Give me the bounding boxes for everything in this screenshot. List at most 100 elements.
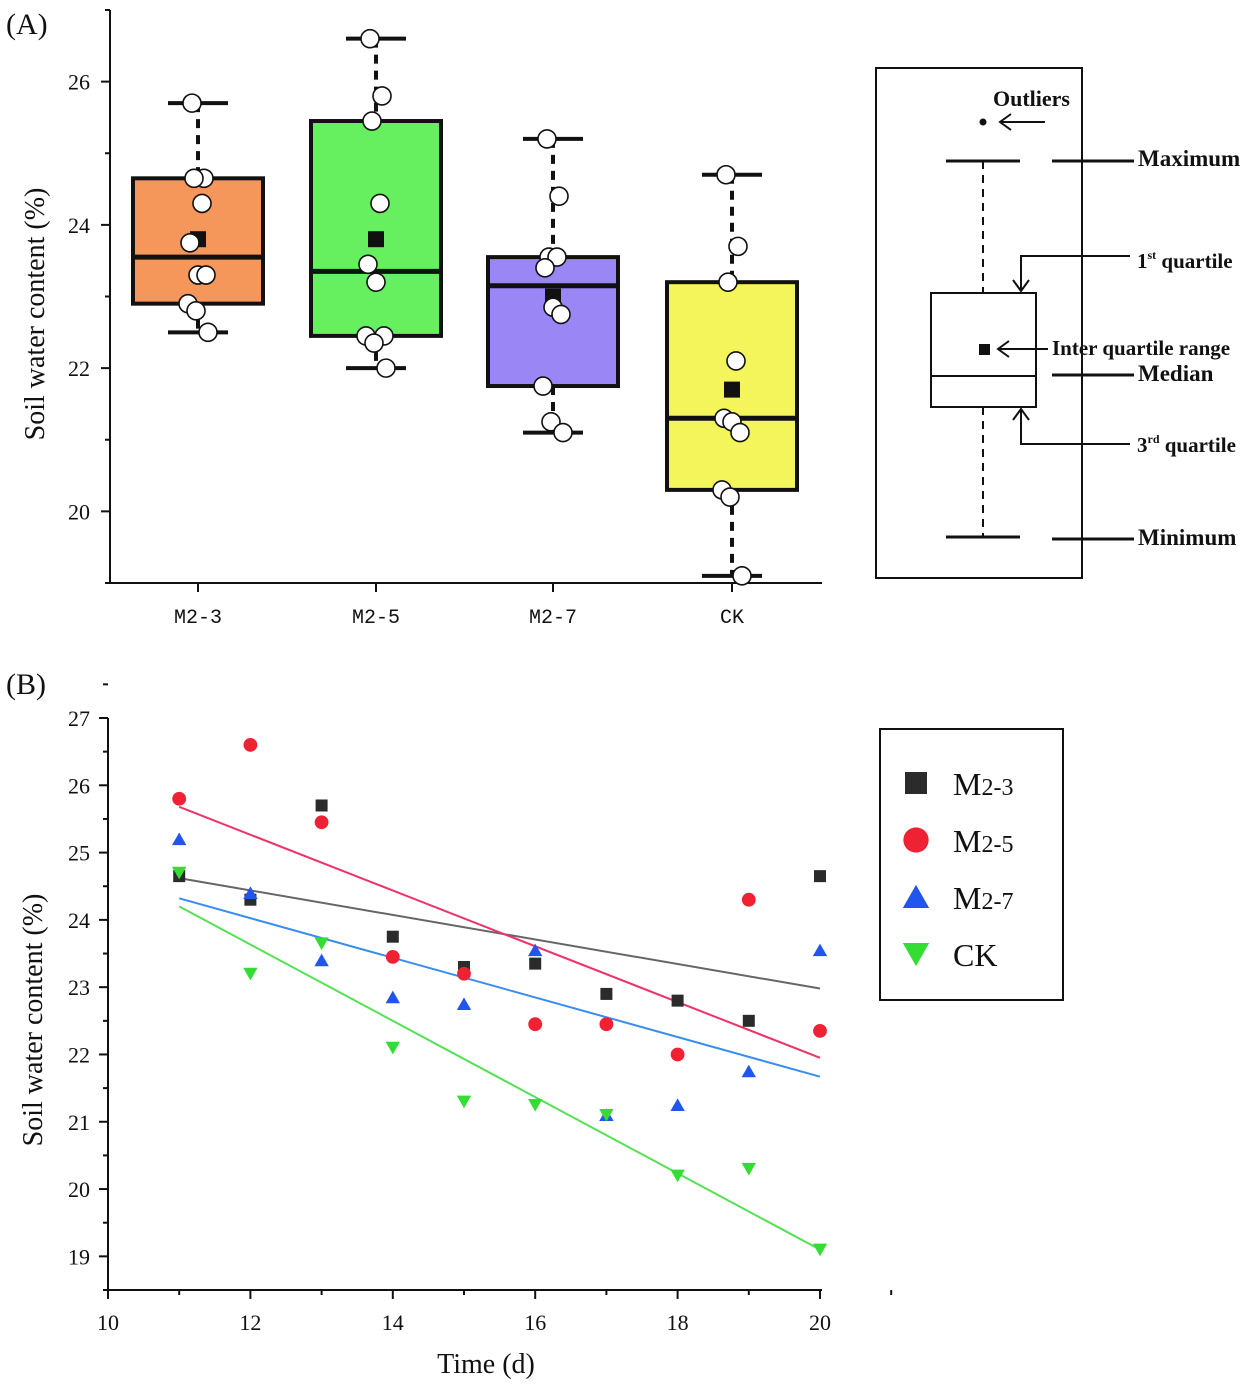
point-M2-5 xyxy=(813,1024,827,1038)
b-y-tick-label: 20 xyxy=(68,1177,90,1202)
key-q1-arrowhead xyxy=(1012,279,1030,293)
mean-marker xyxy=(724,381,740,398)
data-point xyxy=(728,236,748,257)
point-M2-7 xyxy=(314,953,329,967)
data-point xyxy=(372,86,392,106)
a-x-tick-label: CK xyxy=(720,607,744,630)
key-minimum-label: Minimum xyxy=(1138,525,1236,550)
legend-marker-M2-7 xyxy=(902,884,930,908)
data-point xyxy=(186,301,206,321)
b-x-tick-label: 18 xyxy=(667,1310,689,1335)
b-x-tick-label: 10 xyxy=(97,1310,119,1335)
data-point xyxy=(376,358,396,378)
a-x-tick-label: M2-7 xyxy=(529,607,577,630)
point-M2-5 xyxy=(172,791,187,806)
b-y-tick-label: 27 xyxy=(68,706,90,731)
b-y-tick-label: 25 xyxy=(68,841,90,866)
data-point xyxy=(730,422,750,443)
a-boxes xyxy=(131,28,799,586)
data-point xyxy=(196,265,216,285)
data-point xyxy=(362,111,382,131)
a-y-tick-label: 24 xyxy=(68,213,90,238)
b-x-tick-label: 12 xyxy=(239,1310,261,1335)
point-CK xyxy=(812,1243,828,1257)
b-y-tick-label: 19 xyxy=(68,1244,90,1269)
mean-marker xyxy=(368,231,384,248)
key-maximum-label: Maximum xyxy=(1138,146,1240,171)
point-CK xyxy=(670,1169,685,1183)
point-M2-7 xyxy=(812,943,828,957)
iqr-box xyxy=(486,255,620,389)
iqr-box xyxy=(309,119,443,338)
point-M2-5 xyxy=(243,738,258,752)
b-y-tick-label: 26 xyxy=(68,773,90,798)
key-q3-label: 3rd quartile xyxy=(1137,432,1236,457)
point-M2-3 xyxy=(671,994,684,1007)
point-CK xyxy=(741,1162,756,1176)
legend-marker-CK xyxy=(902,943,930,967)
legend-item-M2-7: M2-7 xyxy=(902,880,1013,916)
point-CK xyxy=(385,1041,400,1055)
data-point xyxy=(370,193,390,214)
point-M2-3 xyxy=(742,1014,755,1027)
data-point xyxy=(720,487,740,507)
point-CK xyxy=(243,967,258,981)
point-M2-5 xyxy=(314,815,329,830)
box-CK xyxy=(665,164,799,586)
b-y-tick-label: 22 xyxy=(68,1042,90,1067)
legend-item-M2-5: M2-5 xyxy=(903,823,1013,859)
point-CK xyxy=(599,1109,614,1122)
a-y-axis-label: Soil water content (%) xyxy=(20,188,51,441)
data-point xyxy=(192,193,212,214)
fit-line-M2-5 xyxy=(178,805,821,1059)
point-M2-7 xyxy=(528,943,543,957)
box-M2-7 xyxy=(486,129,620,443)
panel-b-label: (B) xyxy=(6,668,46,701)
b-x-tick-label: 14 xyxy=(382,1310,404,1335)
key-iqr-label: Inter quartile range xyxy=(1052,336,1230,360)
data-point xyxy=(180,232,200,253)
point-M2-5 xyxy=(741,892,756,907)
fit-line-CK xyxy=(178,905,821,1251)
key-iqr-arrowhead xyxy=(996,340,1010,358)
data-point xyxy=(549,186,569,207)
data-point xyxy=(535,258,555,278)
point-CK xyxy=(528,1098,543,1112)
point-M2-3 xyxy=(386,930,399,943)
point-M2-7 xyxy=(243,886,258,899)
a-y-tick-label: 22 xyxy=(68,356,90,381)
b-y-tick-label: 21 xyxy=(68,1110,90,1135)
key-mean-marker xyxy=(979,344,990,355)
b-ticks: 19 20 21 22 23 24 25 26 27 10 12 14 16 18 20 xyxy=(68,683,893,1335)
a-y-tick-label: 20 xyxy=(68,499,90,524)
fit-line-M2-7 xyxy=(178,897,821,1078)
point-M2-7 xyxy=(456,997,472,1010)
key-outlier-point xyxy=(979,118,987,126)
boxplot-key: Outliers Maximum 1st quartile Inter quar… xyxy=(875,67,1240,579)
data-point xyxy=(184,168,204,189)
b-x-tick-label: 16 xyxy=(524,1310,546,1335)
legend-label-M2-3: M2-3 xyxy=(953,766,1013,802)
point-CK xyxy=(314,937,329,951)
b-x-axis-label: Time (d) xyxy=(437,1349,535,1380)
legend-marker-M2-5 xyxy=(903,827,929,853)
scatter-panel: Soil water content (%) Time (d) 19 20 21 22… xyxy=(18,683,893,1380)
data-point xyxy=(718,272,738,292)
a-ticks: 20 22 24 26 M2-3 M2-5 M2-7 CK xyxy=(68,9,744,630)
point-M2-7 xyxy=(670,1098,685,1111)
legend-label-M2-5: M2-5 xyxy=(953,823,1013,859)
data-point xyxy=(716,164,736,185)
data-point xyxy=(537,129,557,149)
point-M2-5 xyxy=(457,966,471,981)
point-M2-7 xyxy=(741,1064,756,1078)
legend-label-CK: CK xyxy=(953,937,997,973)
data-point xyxy=(182,93,202,113)
legend-item-CK: CK xyxy=(902,937,997,973)
point-M2-3 xyxy=(600,987,613,1000)
a-x-tick-label: M2-5 xyxy=(352,607,400,630)
scatter-legend: M2-3 M2-5 M2-7 CK xyxy=(879,728,1064,1001)
key-q1-label: 1st quartile xyxy=(1137,248,1233,273)
b-points xyxy=(172,738,828,1257)
legend-item-M2-3: M2-3 xyxy=(905,766,1013,802)
